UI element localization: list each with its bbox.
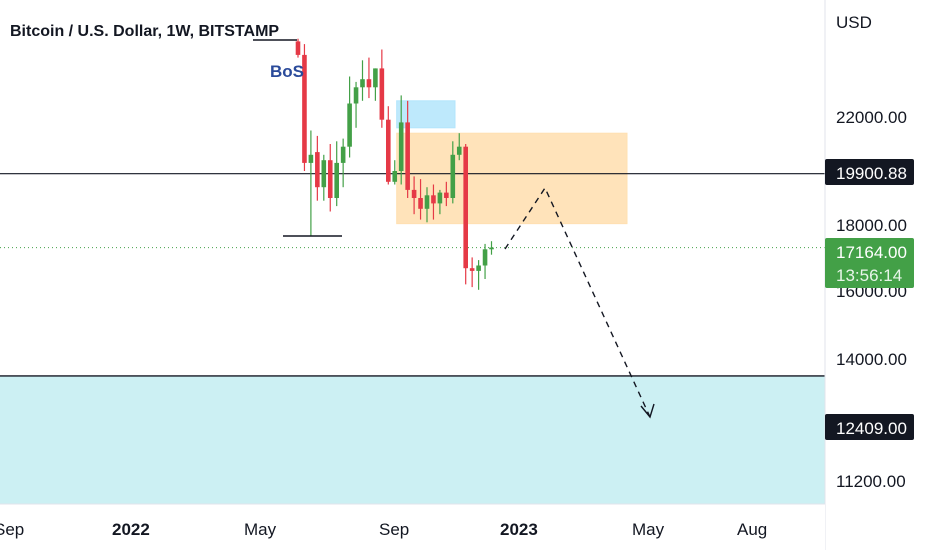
time-scale-background[interactable] xyxy=(0,504,825,550)
drawings-layer xyxy=(253,39,655,419)
projection-arrowhead xyxy=(640,403,655,419)
candle-body xyxy=(379,68,385,120)
y-tick-label: 22000.00 xyxy=(836,108,907,127)
candle-body xyxy=(476,265,481,271)
candle xyxy=(489,241,494,255)
candle xyxy=(347,76,352,158)
candle-body xyxy=(469,268,475,271)
candle xyxy=(405,100,410,198)
candle-body xyxy=(463,146,468,269)
candle xyxy=(463,144,468,285)
candle-body xyxy=(424,195,430,209)
candle-body xyxy=(418,198,423,209)
candle xyxy=(379,49,385,128)
candle xyxy=(308,130,314,236)
candle-body xyxy=(437,192,443,204)
y-tick-label: 14000.00 xyxy=(836,350,907,369)
candle xyxy=(327,144,333,212)
x-tick-label: May xyxy=(632,520,665,539)
candle xyxy=(418,179,423,220)
y-tick-label: 18000.00 xyxy=(836,216,907,235)
candle xyxy=(398,95,404,185)
bos-label: BoS xyxy=(270,62,304,81)
candle xyxy=(444,181,449,207)
candle-body xyxy=(456,146,462,155)
candle-body xyxy=(450,154,456,198)
y-tick-label: 11200.00 xyxy=(836,472,906,491)
supply-zone xyxy=(396,132,628,225)
currency-label: USD xyxy=(836,13,872,32)
current-price-label: 17164.00 xyxy=(836,243,907,262)
candle xyxy=(321,154,327,201)
candle xyxy=(373,68,378,101)
candle xyxy=(340,138,346,188)
candle-body xyxy=(327,160,333,198)
candle xyxy=(437,189,443,215)
candles-layer xyxy=(295,38,494,290)
candle xyxy=(450,141,456,204)
candle-body xyxy=(302,54,307,163)
candle-body xyxy=(334,162,339,198)
candle-body xyxy=(386,119,391,182)
candle-body xyxy=(411,189,417,198)
candle-body xyxy=(489,247,494,250)
candle xyxy=(386,106,391,185)
candle-body xyxy=(315,152,320,188)
candle-body xyxy=(444,192,449,198)
candle-body xyxy=(366,79,372,88)
candle-body xyxy=(360,79,365,88)
support-price-label: 12409.00 xyxy=(836,419,907,438)
candle-body xyxy=(347,103,352,147)
chart-title: Bitcoin / U.S. Dollar, 1W, BITSTAMP xyxy=(10,23,279,40)
x-tick-label: 2022 xyxy=(112,520,150,539)
support-price-badge xyxy=(825,414,914,440)
resistance-price-badge xyxy=(825,159,914,185)
x-tick-label: 2023 xyxy=(500,520,538,539)
projection-path xyxy=(504,186,651,418)
current-price-badge xyxy=(825,238,914,288)
levels-layer xyxy=(0,173,825,377)
x-tick-label: May xyxy=(244,520,277,539)
zones-layer xyxy=(0,100,825,504)
candle xyxy=(334,141,339,207)
candle xyxy=(392,160,398,185)
candle xyxy=(482,243,488,279)
x-tick-label: Sep xyxy=(0,520,24,539)
x-tick-label: Sep xyxy=(379,520,409,539)
candle xyxy=(302,44,307,171)
candle xyxy=(295,38,301,58)
candle-body xyxy=(321,160,327,188)
candle xyxy=(411,176,417,215)
candle xyxy=(469,257,475,288)
candle xyxy=(424,187,430,223)
candle xyxy=(360,60,365,101)
candle xyxy=(476,260,481,290)
demand-zone xyxy=(0,375,825,504)
candle-body xyxy=(431,195,436,204)
candle-body xyxy=(295,41,301,55)
candle-body xyxy=(405,122,410,190)
candle xyxy=(456,133,462,161)
x-tick-label: Aug xyxy=(737,520,767,539)
candle xyxy=(431,184,436,220)
candle xyxy=(366,57,372,99)
candle xyxy=(353,81,359,128)
candle-body xyxy=(353,87,359,104)
candle-body xyxy=(398,122,404,171)
resistance-price-label: 19900.88 xyxy=(836,164,907,183)
candle-body xyxy=(392,171,398,182)
candle-body xyxy=(308,154,314,163)
candle xyxy=(315,135,320,201)
candle-body xyxy=(373,68,378,88)
candle-body xyxy=(482,249,488,266)
candle-body xyxy=(340,146,346,163)
bar-countdown-label: 13:56:14 xyxy=(836,266,902,285)
